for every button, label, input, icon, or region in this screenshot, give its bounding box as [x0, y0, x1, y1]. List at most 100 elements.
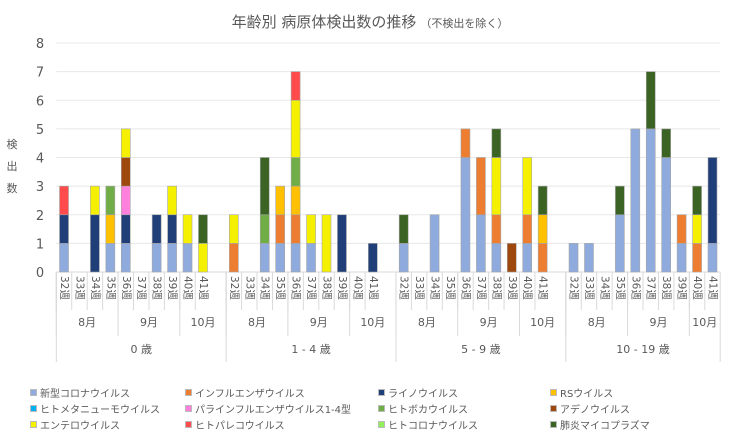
bar-segment [522, 243, 533, 273]
month-label: 10月 [190, 316, 215, 329]
legend-item: ヒトパレコウイルス [185, 417, 378, 432]
chart-title: 年齢別 病原体検出数の推移 （不検出を除く） [232, 13, 509, 31]
bar-segment [537, 185, 548, 216]
y-axis-label-char: 検 [7, 137, 18, 151]
bar-segment [337, 214, 347, 273]
legend-item: エンテロウイルス [30, 417, 185, 432]
bar-segment [90, 185, 100, 216]
age-group-label: 1 - 4 歳 [291, 343, 330, 356]
bar-segment [105, 243, 116, 273]
week-label: 34週 [598, 276, 610, 300]
y-tick-label: 0 [36, 266, 44, 281]
week-label: 33週 [73, 276, 85, 300]
age-group-label: 5 - 9 歳 [461, 343, 500, 356]
bar-segment [522, 214, 533, 244]
week-label: 33週 [583, 276, 595, 300]
legend-item: パラインフルエンザウイルス1-4型 [185, 401, 378, 416]
bar-segment [676, 243, 687, 273]
legend-item: RSウイルス [550, 385, 720, 400]
bar-segment [522, 157, 533, 216]
week-label: 37週 [135, 276, 147, 300]
bar-segment [491, 157, 502, 216]
legend: 新型コロナウイルス インフルエンザウイルス ライノウイルス RSウイルスヒトメタニュー… [30, 385, 730, 432]
y-tick-label: 1 [36, 237, 44, 252]
bar-segment [398, 214, 409, 244]
legend-swatch [378, 404, 385, 412]
age-group-label: 0 歳 [130, 343, 152, 356]
bar-segment [290, 99, 301, 158]
legend-swatch [378, 420, 385, 428]
week-label: 39週 [336, 276, 348, 300]
legend-item: 新型コロナウイルス [30, 385, 185, 400]
bar-segment [645, 71, 656, 130]
legend-label: ヒトパレコウイルス [195, 420, 285, 432]
month-label: 9月 [310, 316, 328, 329]
week-label: 41週 [367, 276, 379, 300]
legend-swatch [550, 420, 557, 428]
chart-subtitle: （不検出を除く） [420, 16, 508, 30]
bar-segment [275, 185, 285, 216]
bar-segment [306, 243, 316, 273]
bar-segment [167, 185, 177, 216]
bar-segment [398, 243, 409, 273]
legend-label: 肺炎マイコプラズマ [560, 420, 650, 432]
week-label: 40週 [521, 276, 533, 300]
legend-item: インフルエンザウイルス [185, 385, 378, 400]
bar-segment [167, 214, 177, 244]
legend-item: ヒトボカウイルス [378, 401, 550, 416]
legend-swatch [185, 404, 192, 412]
bar-segment [491, 214, 502, 244]
legend-label: エンテロウイルス [40, 420, 120, 432]
bar-segment [275, 243, 285, 273]
bar-segment [59, 185, 69, 216]
bar-segment [306, 214, 316, 244]
bar-segment [429, 214, 440, 273]
bar-segment [198, 243, 208, 273]
bar-segment [645, 128, 656, 273]
month-label: 10月 [360, 316, 385, 329]
week-label: 39週 [676, 276, 688, 300]
week-label: 34週 [429, 276, 441, 300]
bar-segment [120, 157, 131, 187]
week-label: 32週 [228, 276, 240, 300]
legend-item: ライノウイルス [378, 385, 550, 400]
y-axis-ticks: 0 1 2 3 4 5 6 7 8 [36, 37, 44, 281]
week-label: 35週 [614, 276, 626, 300]
week-label: 34週 [89, 276, 101, 300]
y-tick-label: 6 [36, 94, 44, 109]
bar-segment [120, 243, 131, 273]
week-label: 32週 [58, 276, 70, 300]
week-label: 35週 [274, 276, 286, 300]
legend-label: パラインフルエンザウイルス1-4型 [195, 404, 352, 416]
bar-segment [182, 214, 193, 244]
bar-segment [615, 214, 625, 273]
bar-segment [182, 243, 193, 273]
legend-swatch [550, 404, 557, 412]
gridlines [56, 42, 721, 273]
y-tick-label: 3 [36, 180, 44, 195]
month-label: 10月 [692, 316, 717, 329]
bar-segment [692, 243, 702, 273]
bar-segment [491, 243, 502, 273]
month-label: 8月 [418, 316, 436, 329]
legend-swatch [185, 420, 192, 428]
bar-segment [90, 214, 100, 273]
legend-item: 肺炎マイコプラズマ [550, 417, 720, 432]
week-label: 40週 [182, 276, 194, 300]
week-label: 41週 [707, 276, 719, 300]
bar-segment [692, 214, 702, 244]
bar-segment [259, 214, 270, 244]
bar-segment [120, 128, 131, 158]
month-label: 8月 [78, 316, 96, 329]
bar-segment [491, 128, 502, 158]
bar-segment [120, 214, 131, 244]
week-label: 34週 [259, 276, 271, 300]
bar-segment [198, 214, 208, 244]
week-label: 38週 [321, 276, 333, 300]
y-axis-label: 検出数 [7, 137, 18, 195]
month-label: 8月 [248, 316, 266, 329]
legend-swatch [185, 388, 192, 396]
week-label: 33週 [413, 276, 425, 300]
y-tick-label: 7 [36, 66, 44, 81]
legend-label: ヒトメタニューモウイルス [40, 404, 160, 416]
